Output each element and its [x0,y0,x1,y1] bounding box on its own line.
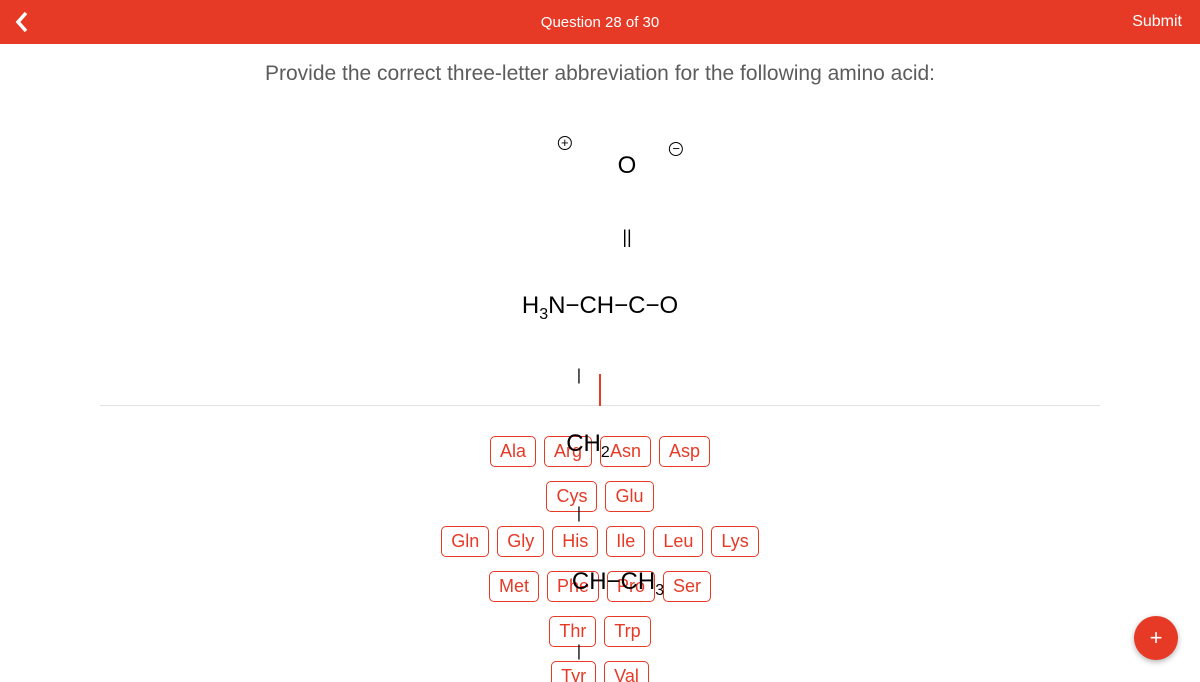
chem-bond-3: | [522,644,678,660]
chem-double-bond: || [522,228,678,246]
structure-diagram: O || H3N−CH−C−O+− | CH2 | CH−CH3 | CH3 [100,106,1100,406]
option-lys[interactable]: Lys [711,526,758,557]
question-counter: Question 28 of 30 [541,14,659,31]
answer-caret[interactable] [599,374,601,406]
chem-bond-2: | [522,506,678,522]
content-area: Provide the correct three-letter abbrevi… [0,44,1200,682]
question-prompt: Provide the correct three-letter abbrevi… [0,62,1200,86]
chem-ch2: CH2 [522,432,678,458]
plus-charge-icon: + [558,136,572,150]
minus-charge-icon: − [669,142,683,156]
chevron-left-icon [14,10,30,34]
chem-ch-ch3: CH−CH3 [522,570,678,596]
submit-button[interactable]: Submit [1114,0,1200,44]
chem-o: O [522,154,678,180]
chem-backbone: H3N−CH−C−O+− [522,294,678,320]
option-gln[interactable]: Gln [441,526,489,557]
add-fab-button[interactable]: + [1134,616,1178,660]
plus-icon: + [1150,625,1163,651]
top-bar: Question 28 of 30 Submit [0,0,1200,44]
back-button[interactable] [0,0,44,44]
